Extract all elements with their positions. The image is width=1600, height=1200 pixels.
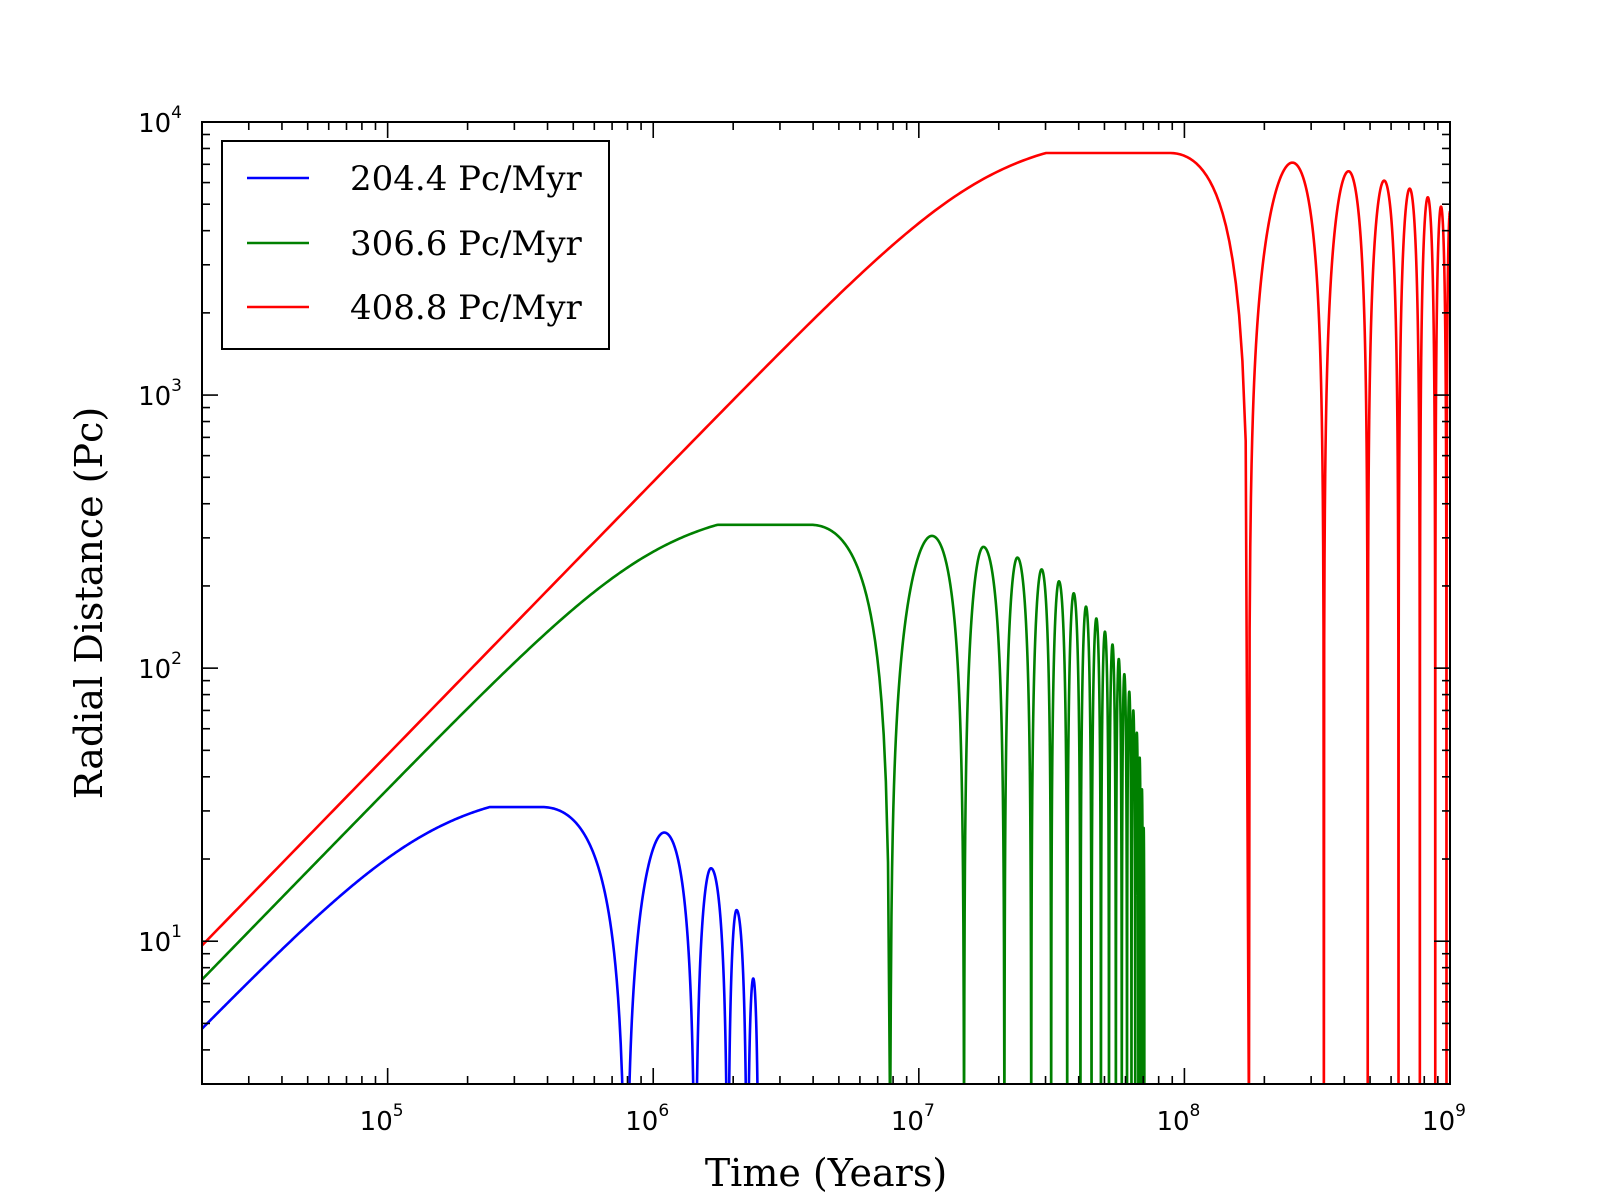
legend-label-204: 204.4 Pc/Myr	[350, 159, 583, 199]
y-tick-label: 104	[138, 103, 182, 139]
series-line-0	[202, 805, 759, 1084]
series-layer	[202, 151, 1450, 1084]
x-tick-label: 109	[1422, 1101, 1466, 1137]
y-tick-label: 101	[138, 922, 182, 958]
plot-frame	[201, 121, 1451, 1085]
tick-layer	[201, 121, 1451, 1085]
x-tick-label: 105	[360, 1101, 404, 1137]
y-axis-label: Radial Distance (Pc)	[67, 407, 111, 799]
x-tick-label: 106	[625, 1101, 669, 1137]
series-line-1	[202, 523, 1146, 1084]
x-tick-label: 107	[891, 1101, 935, 1137]
legend-label-306: 306.6 Pc/Myr	[350, 224, 583, 264]
legend: 204.4 Pc/Myr 306.6 Pc/Myr 408.8 Pc/Myr	[221, 140, 610, 350]
x-tick-labels: 105 106 107 108 109	[360, 1101, 1466, 1137]
y-tick-labels: 101 102 103 104	[138, 103, 182, 958]
y-tick-label: 102	[138, 649, 182, 685]
y-tick-label: 103	[138, 376, 182, 412]
legend-box	[221, 140, 610, 350]
x-axis-label: Time (Years)	[705, 1151, 947, 1195]
series-line-2	[202, 151, 1450, 1084]
x-tick-label: 108	[1156, 1101, 1200, 1137]
legend-label-408: 408.8 Pc/Myr	[350, 288, 583, 328]
